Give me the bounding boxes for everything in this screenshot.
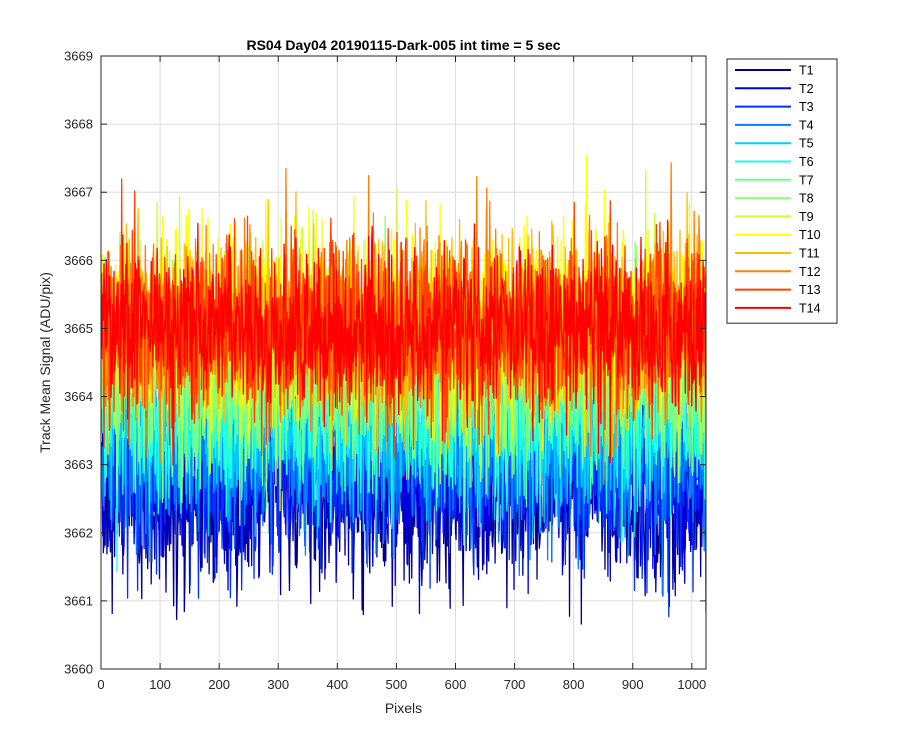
x-tick-label: 1000 <box>677 677 706 692</box>
plot-frame <box>100 55 707 670</box>
x-tick-label: 200 <box>208 677 230 692</box>
x-tick-label: 900 <box>622 677 644 692</box>
series-line-t14 <box>101 219 706 466</box>
y-tick-label: 3664 <box>64 389 93 404</box>
y-tick-label: 3660 <box>64 662 93 677</box>
legend-label-t1: T1 <box>799 64 814 78</box>
chart-title: RS04 Day04 20190115-Dark-005 int time = … <box>246 37 560 53</box>
legend-label-t10: T10 <box>799 228 821 242</box>
legend-label-t8: T8 <box>799 192 814 206</box>
x-ticks: 0 100 200 300 400 500 600 700 800 900 1000 <box>97 56 706 692</box>
y-tick-label: 3667 <box>64 185 93 200</box>
legend-label-t2: T2 <box>799 82 814 96</box>
y-axis-label: Track Mean Signal (ADU/pix) <box>37 272 53 453</box>
x-tick-label: 500 <box>386 677 408 692</box>
legend-label-t9: T9 <box>799 210 814 224</box>
x-tick-label: 100 <box>149 677 171 692</box>
x-tick-label: 600 <box>445 677 467 692</box>
y-tick-label: 3669 <box>64 49 93 64</box>
y-tick-label: 3661 <box>64 593 93 608</box>
x-tick-label: 300 <box>267 677 289 692</box>
y-tick-label: 3668 <box>64 117 93 132</box>
y-ticks: 3660 3661 3662 3663 3664 3665 3666 3667 3668 3669 <box>64 49 706 677</box>
x-axis-label: Pixels <box>385 700 422 716</box>
y-tick-label: 3663 <box>64 457 93 472</box>
legend-label-t11: T11 <box>799 247 820 261</box>
x-tick-label: 700 <box>504 677 526 692</box>
y-tick-label: 3662 <box>64 525 93 540</box>
legend-label-t14: T14 <box>799 301 821 315</box>
legend-box <box>726 58 838 324</box>
legend-label-t4: T4 <box>799 118 814 132</box>
legend-label-t6: T6 <box>799 155 814 169</box>
legend-label-t13: T13 <box>799 283 821 297</box>
x-tick-label: 800 <box>563 677 585 692</box>
legend-label-t3: T3 <box>799 100 814 114</box>
y-tick-label: 3665 <box>64 321 93 336</box>
x-tick-label: 400 <box>326 677 348 692</box>
legend-label-t12: T12 <box>799 265 821 279</box>
legend-label-t7: T7 <box>799 173 814 187</box>
legend-label-t5: T5 <box>799 137 814 151</box>
legend: T1 T2 T3 T4 T5 T6 T7 T8 T9 T10 T11 T12 T13 T14 <box>726 58 838 324</box>
y-tick-label: 3666 <box>64 253 93 268</box>
series-group <box>101 154 706 625</box>
x-tick-label: 0 <box>97 677 104 692</box>
